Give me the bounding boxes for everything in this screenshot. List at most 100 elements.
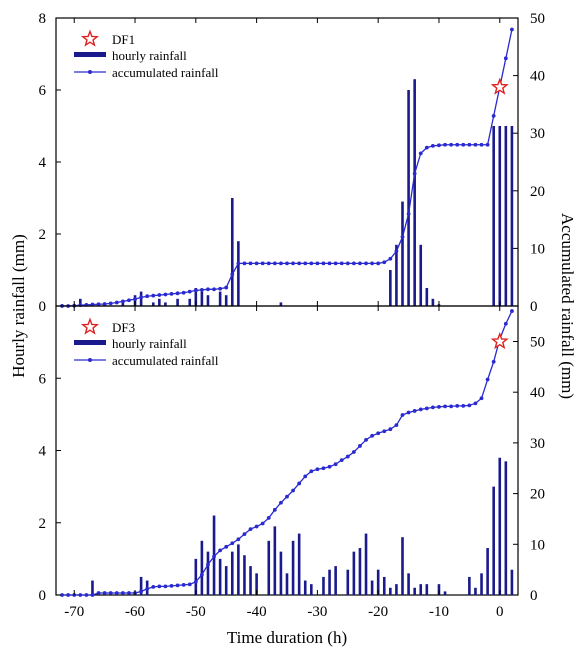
- hourly-rainfall-bar: [176, 298, 179, 306]
- accumulated-rainfall-point: [145, 587, 150, 591]
- accumulated-rainfall-point: [461, 142, 466, 147]
- right-y-tick-label: 30: [530, 436, 545, 452]
- right-y-tick-label: 50: [530, 11, 545, 27]
- hourly-rainfall-bar: [243, 555, 246, 595]
- accumulated-rainfall-point: [467, 142, 472, 147]
- accumulated-rainfall-point: [175, 583, 180, 588]
- accumulated-rainfall-point: [248, 261, 253, 266]
- accumulated-rainfall-point: [485, 142, 490, 147]
- accumulated-rainfall-point: [503, 321, 508, 326]
- legend-event-label: DF1: [112, 32, 135, 47]
- hourly-rainfall-bar: [218, 558, 222, 596]
- accumulated-rainfall-point: [370, 261, 375, 266]
- hourly-rainfall-bar: [510, 126, 514, 306]
- accumulated-rainfall-point: [114, 591, 119, 595]
- hourly-rainfall-bar: [249, 566, 252, 595]
- hourly-rainfall-bar: [401, 201, 404, 306]
- accumulated-rainfall-point: [315, 467, 320, 472]
- hourly-rainfall-bar: [224, 295, 228, 306]
- accumulated-rainfall-point: [400, 234, 405, 239]
- accumulated-rainfall-point: [133, 297, 137, 301]
- hourly-rainfall-bar: [237, 241, 240, 306]
- accumulated-rainfall-point: [84, 593, 89, 597]
- accumulated-rainfall-point: [297, 261, 302, 266]
- accumulated-rainfall-point: [187, 289, 192, 294]
- accumulated-rainfall-point: [351, 450, 356, 454]
- accumulated-rainfall-point: [455, 142, 460, 147]
- hourly-rainfall-bar: [303, 580, 307, 595]
- accumulated-rainfall-point: [175, 291, 180, 296]
- hourly-rainfall-bar: [79, 298, 82, 306]
- accumulated-rainfall-point: [266, 261, 271, 266]
- accumulated-rainfall-point: [163, 584, 168, 589]
- accumulated-rainfall-point: [467, 403, 472, 408]
- accumulated-rainfall-point: [254, 524, 259, 529]
- accumulated-rainfall-point: [291, 261, 295, 266]
- accumulated-rainfall-point: [230, 541, 235, 546]
- accumulated-rainfall-point: [279, 500, 283, 505]
- accumulated-rainfall-point: [242, 532, 247, 537]
- accumulated-rainfall-point: [309, 261, 314, 266]
- accumulated-rainfall-point: [430, 143, 435, 148]
- accumulated-rainfall-point: [260, 261, 265, 266]
- accumulated-rainfall-point: [443, 404, 447, 409]
- hourly-rainfall-bar: [474, 587, 477, 595]
- right-y-tick-label: 50: [530, 334, 545, 350]
- accumulated-rainfall-point: [309, 469, 314, 474]
- accumulated-rainfall-point: [199, 572, 204, 577]
- hourly-rainfall-bar: [389, 270, 392, 306]
- hourly-rainfall-bar: [297, 533, 301, 595]
- hourly-rainfall-bar: [164, 302, 167, 306]
- legend-line-label: accumulated rainfall: [112, 65, 219, 80]
- accumulated-rainfall-point: [327, 464, 332, 469]
- accumulated-rainfall-point: [108, 591, 113, 595]
- accumulated-rainfall-point: [193, 288, 198, 293]
- accumulated-rainfall-point: [285, 494, 289, 499]
- x-tick-label: -30: [307, 604, 327, 620]
- hourly-rainfall-bar: [425, 288, 429, 306]
- accumulated-rainfall-point: [479, 396, 484, 401]
- right-y-tick-label: 10: [530, 537, 545, 553]
- accumulated-rainfall-point: [394, 249, 399, 254]
- left-y-tick-label: 2: [39, 227, 47, 243]
- hourly-rainfall-bar: [139, 576, 143, 595]
- legend-star-icon: [81, 29, 99, 47]
- accumulated-rainfall-point: [236, 261, 241, 266]
- x-axis-title: Time duration (h): [227, 628, 347, 647]
- hourly-rainfall-bar: [498, 457, 502, 595]
- accumulated-rainfall-point: [327, 261, 332, 266]
- accumulated-rainfall-point: [424, 145, 429, 150]
- accumulated-rainfall-point: [345, 454, 350, 459]
- accumulated-rainfall-point: [187, 582, 192, 587]
- hourly-rainfall-bar: [443, 591, 447, 595]
- accumulated-rainfall-point: [120, 299, 125, 304]
- hourly-rainfall-bar: [492, 126, 495, 306]
- hourly-rainfall-bar: [407, 573, 410, 595]
- accumulated-rainfall-point: [358, 261, 362, 266]
- accumulated-rainfall-point: [388, 256, 393, 261]
- accumulated-rainfall-point: [491, 359, 496, 364]
- accumulated-rainfall-point: [145, 294, 150, 299]
- accumulated-rainfall-point: [503, 56, 508, 61]
- right-y-tick-label: 20: [530, 184, 545, 200]
- hourly-rainfall-bar: [206, 295, 210, 306]
- hourly-rainfall-bar: [504, 461, 508, 595]
- hourly-rainfall-bar: [279, 302, 283, 306]
- hourly-rainfall-bar: [480, 573, 483, 595]
- accumulated-rainfall-point: [412, 171, 417, 176]
- legend-bar-swatch: [74, 340, 106, 345]
- right-y-tick-label: 40: [530, 69, 545, 85]
- accumulated-rainfall-point: [491, 114, 496, 118]
- accumulated-rainfall-point: [376, 431, 381, 436]
- accumulated-rainfall-point: [163, 292, 168, 297]
- left-y-tick-label: 2: [39, 516, 47, 532]
- accumulated-rainfall-point: [394, 423, 399, 428]
- legend-event-label: DF3: [112, 320, 135, 335]
- accumulated-rainfall-point: [443, 142, 447, 147]
- accumulated-rainfall-point: [358, 444, 362, 448]
- x-tick-label: -70: [64, 604, 84, 620]
- hourly-rainfall-bar: [364, 533, 368, 595]
